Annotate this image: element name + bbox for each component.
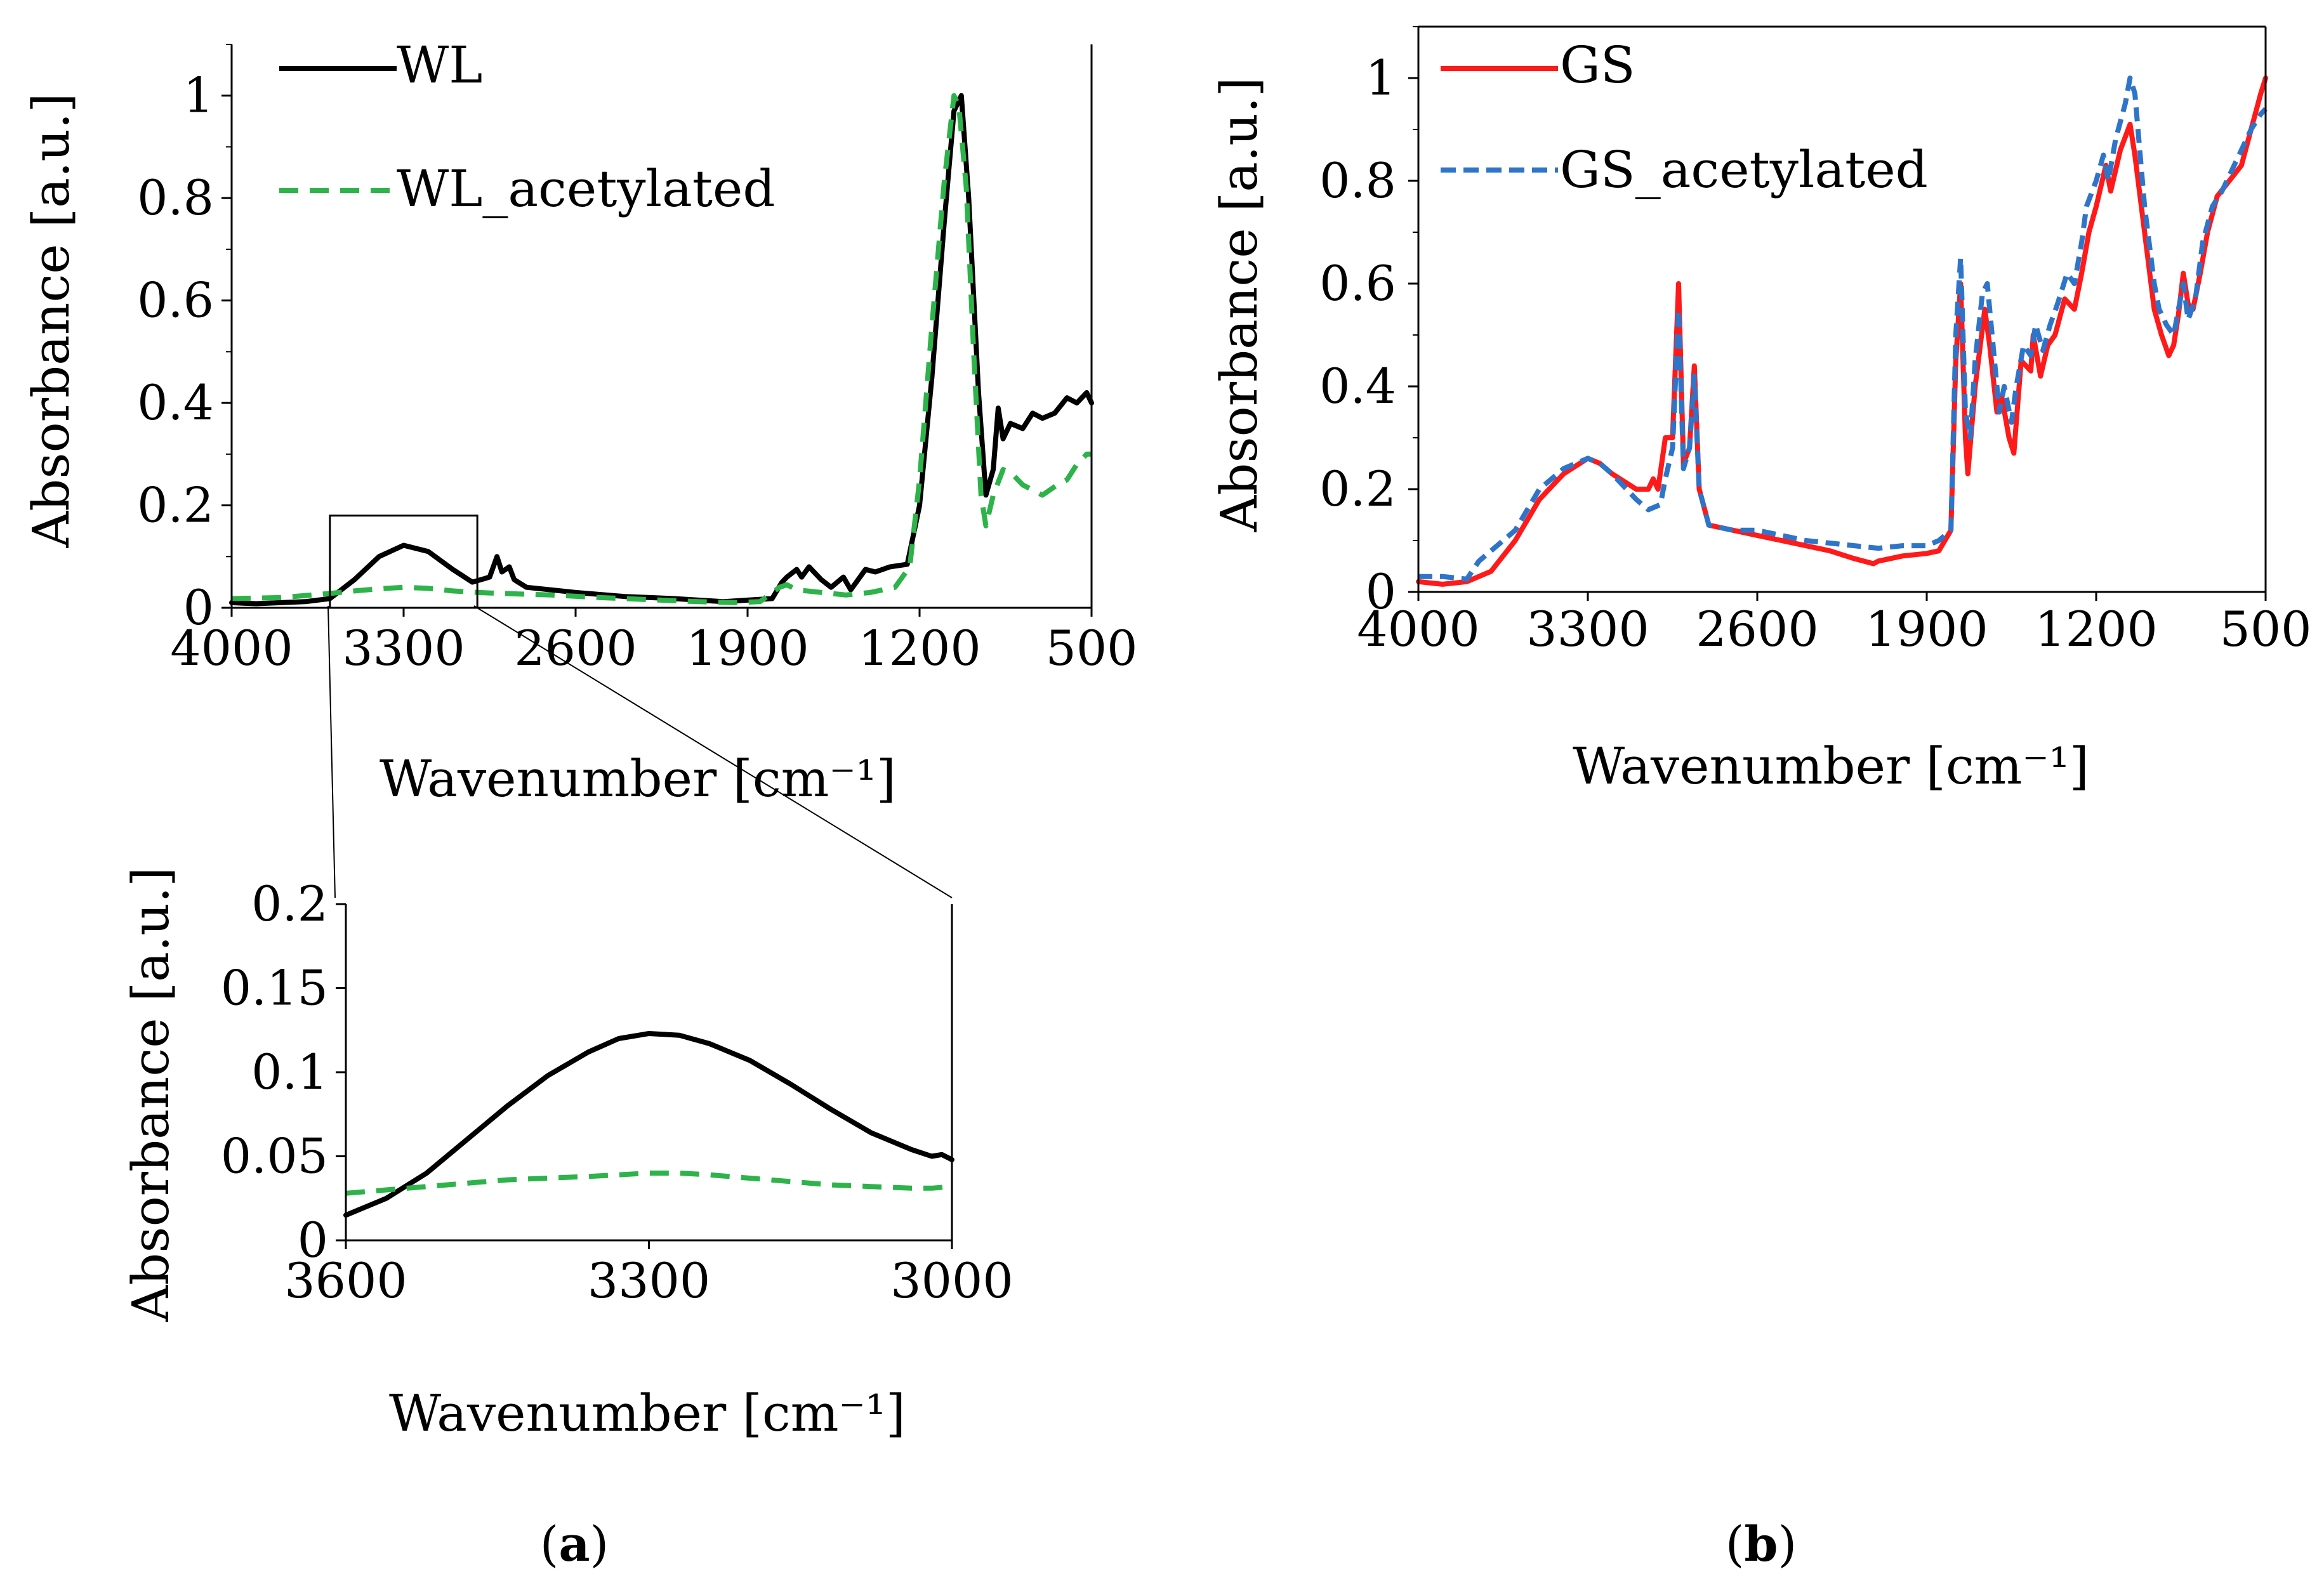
y-tick-label: 0.15 xyxy=(221,960,328,1016)
x-tick-label: 1900 xyxy=(1865,601,1988,657)
x-tick-label: 1200 xyxy=(858,620,980,676)
chart-a-main-axes: 0 0.2 0.4 0.6 0.8 1 4000 3300 2600 1900 1200 500 xyxy=(137,44,1138,676)
x-tick-label: 3300 xyxy=(342,620,465,676)
x-tick-label: 4000 xyxy=(1357,601,1479,657)
series-line-wl-acetylated xyxy=(345,1171,953,1196)
y-tick-label: 1 xyxy=(183,67,214,124)
chart-a-main-series xyxy=(229,93,1094,607)
y-tick-label: 0.05 xyxy=(221,1128,328,1185)
inset-x-axis-label: Wavenumber [cm⁻¹] xyxy=(389,1384,906,1443)
legend-label-wl: WL xyxy=(397,36,482,95)
series-line-gs xyxy=(1416,75,2268,587)
zoom-box xyxy=(329,515,479,609)
series-line-gs-acetylated xyxy=(1418,75,2268,582)
chart-b-main: 0 0.2 0.4 0.6 0.8 1 4000 3300 2600 1900 1200 500 Wa… xyxy=(1210,25,2312,796)
series-line-wl xyxy=(229,93,1094,607)
y-tick-label: 0.1 xyxy=(251,1044,328,1100)
series-line-wl xyxy=(343,1031,954,1218)
x-tick-label: 3300 xyxy=(588,1252,710,1309)
panel-label-a: (a) xyxy=(540,1516,609,1572)
y-tick-label: 0.6 xyxy=(137,272,214,329)
chart-b-main-axes: 0 0.2 0.4 0.6 0.8 1 4000 3300 2600 1900 1200 500 xyxy=(1319,25,2312,657)
x-axis-label: Wavenumber [cm⁻¹] xyxy=(380,749,896,808)
y-tick-label: 0.6 xyxy=(1319,255,1396,312)
panel-label-a-letter: a xyxy=(558,1516,590,1572)
chart-b-main-series xyxy=(1416,75,2268,587)
x-tick-label: 3600 xyxy=(284,1252,407,1309)
x-tick-label: 500 xyxy=(2219,601,2311,657)
panel-label-b-letter: b xyxy=(1744,1516,1778,1572)
y-tick-label: 0 xyxy=(183,579,214,636)
chart-a-inset-axes: 0 0.05 0.1 0.15 0.2 3600 3300 3000 xyxy=(221,876,1013,1309)
panel-label-b: (b) xyxy=(1726,1516,1797,1572)
legend-label-gs: GS xyxy=(1560,36,1635,95)
x-tick-label: 3300 xyxy=(1526,601,1649,657)
x-tick-label: 1900 xyxy=(686,620,809,676)
series-line-wl-acetylated xyxy=(231,93,1092,605)
y-tick-label: 0.2 xyxy=(251,876,328,932)
y-tick-label: 0.2 xyxy=(137,477,214,534)
zoom-connector-left xyxy=(327,605,336,898)
zoom-connector-right xyxy=(473,605,953,898)
x-tick-label: 3000 xyxy=(890,1252,1013,1309)
chart-a-main: 0 0.2 0.4 0.6 0.8 1 4000 3300 2600 1900 1200 500 Wa… xyxy=(22,36,1138,808)
legend: WL WL_acetylated xyxy=(279,36,776,218)
x-tick-label: 1200 xyxy=(2035,601,2157,657)
x-tick-label: 4000 xyxy=(170,620,293,676)
chart-a-inset-series xyxy=(343,1031,954,1218)
y-tick-label: 0.4 xyxy=(1319,358,1396,414)
x-axis-label: Wavenumber [cm⁻¹] xyxy=(1573,737,2089,796)
x-tick-label: 2600 xyxy=(1696,601,1818,657)
legend: GS GS_acetylated xyxy=(1441,36,1928,199)
y-axis-label: Absorbance [a.u.] xyxy=(1210,77,1269,533)
y-axis-label: Absorbance [a.u.] xyxy=(22,93,81,549)
y-tick-label: 0.8 xyxy=(1319,152,1396,209)
y-tick-label: 0.8 xyxy=(137,169,214,226)
legend-label-wl-acetylated: WL_acetylated xyxy=(397,159,776,218)
y-tick-label: 1 xyxy=(1366,49,1396,106)
y-tick-label: 0 xyxy=(298,1212,328,1268)
y-tick-label: 0.2 xyxy=(1319,461,1396,517)
legend-label-gs-acetylated: GS_acetylated xyxy=(1560,140,1928,199)
y-tick-label: 0.4 xyxy=(137,374,214,431)
y-tick-label: 0 xyxy=(1366,563,1396,620)
inset-y-axis-label: Absorbance [a.u.] xyxy=(121,867,180,1323)
x-tick-label: 500 xyxy=(1045,620,1137,676)
x-tick-label: 2600 xyxy=(514,620,637,676)
chart-a-inset: 0 0.05 0.1 0.15 0.2 3600 3300 3000 Wavenumber [… xyxy=(121,867,1013,1443)
